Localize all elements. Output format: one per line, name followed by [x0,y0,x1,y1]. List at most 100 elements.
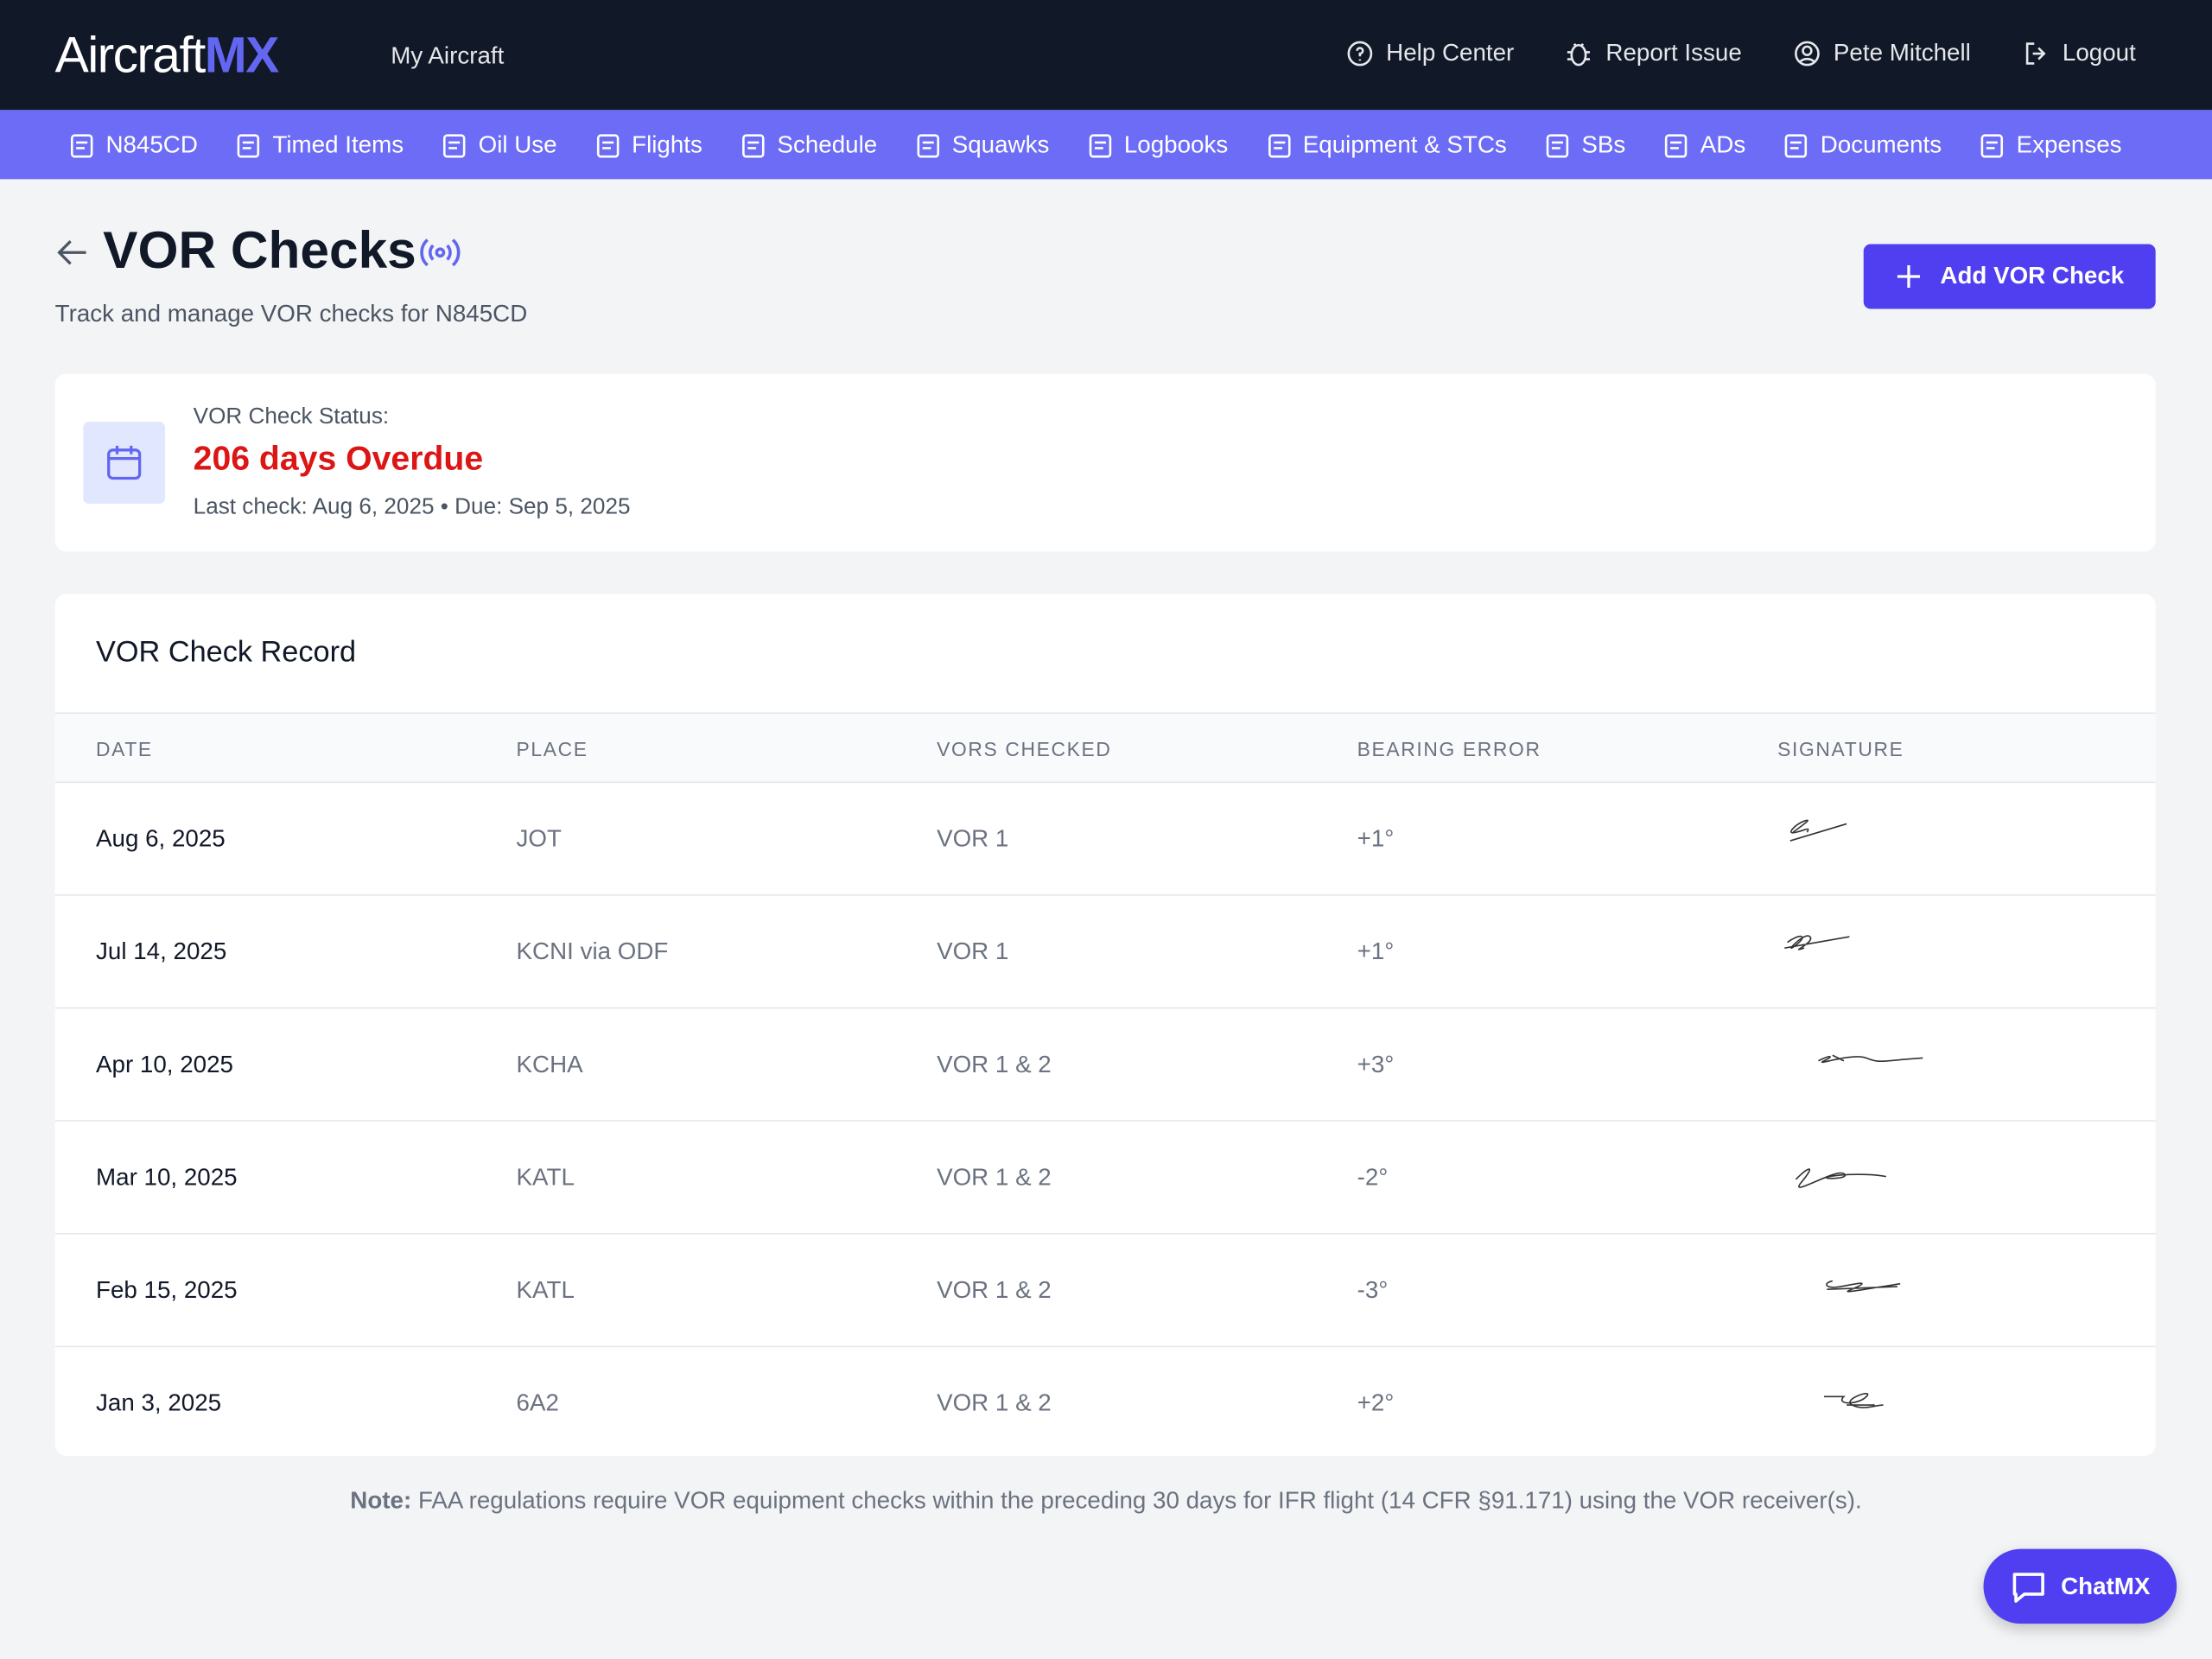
column-header: PLACE [516,737,588,760]
column-header: BEARING ERROR [1357,737,1541,760]
radio-icon [420,238,461,267]
tab[interactable]: ADs [1662,130,1746,159]
table-cell: KCNI via ODF [516,938,669,965]
note-label: Note: [350,1486,412,1514]
tab-label: Schedule [777,130,878,158]
table-cell: VOR 1 & 2 [937,1163,1052,1191]
tab[interactable]: Logbooks [1086,130,1228,159]
tab[interactable]: Timed Items [234,130,404,159]
table-cell: VOR 1 & 2 [937,1276,1052,1304]
tab-icon [1665,133,1688,157]
tab-icon [1785,133,1808,157]
action-icon [1567,43,1591,67]
tab[interactable]: Expenses [1979,130,2122,159]
back-arrow[interactable] [55,237,89,268]
tab[interactable]: Flights [594,130,702,159]
tab[interactable]: Schedule [739,130,877,159]
chat-label: ChatMX [2061,1572,2151,1599]
table-cell: Apr 10, 2025 [96,1051,233,1078]
table-cell: VOR 1 & 2 [937,1389,1052,1417]
tab-label: SBs [1581,130,1626,158]
tab-icon [237,133,260,157]
header-action-label: Logout [2062,39,2136,67]
tab[interactable]: Oil Use [441,130,557,159]
table-row: Jan 3, 2025 6A2 VOR 1 & 2 +2° [55,1347,2156,1456]
tab[interactable]: Equipment & STCs [1265,130,1507,159]
status-value: 206 days Overdue [193,440,484,479]
plus-icon [1897,264,1921,289]
table-cell: -2° [1357,1163,1389,1191]
tab-label: Timed Items [272,130,404,158]
action-icon [2025,42,2046,65]
column-header: VORS CHECKED [937,737,1112,760]
header-action-label: Pete Mitchell [1833,39,1971,67]
tab[interactable]: Documents [1783,130,1942,159]
table-cell: VOR 1 [937,825,1009,853]
calendar-icon [107,445,142,480]
table-row: Aug 6, 2025 JOT VOR 1 +1° [54,783,2156,896]
chat-button[interactable]: ChatMX [1983,1548,2177,1624]
header-action[interactable]: Help Center [1345,40,1514,68]
table-header: DATE PLACE VORS CHECKED BEARING ERROR SIGNAT… [54,712,2156,784]
table-cell: KATL [516,1276,575,1304]
signature-image [1789,819,1847,842]
add-button-label: Add VOR Check [1940,262,2125,289]
status-card: VOR Check Status: 206 days Overdue Last … [54,373,2156,552]
table-cell: +3° [1357,1051,1395,1078]
table-cell: VOR 1 [937,938,1009,965]
tab-icon [443,133,466,157]
signature [1777,1369,1974,1438]
table-row: Mar 10, 2025 KATL VOR 1 & 2 -2° [54,1122,2156,1235]
table-cell: Aug 6, 2025 [96,825,226,853]
tab-bar: N845CD Timed Items Oil Use Flights Schedule S… [0,110,2212,180]
tab-label: Expenses [2016,130,2122,158]
tab[interactable]: SBs [1543,130,1625,159]
table-cell: Jul 14, 2025 [96,938,227,965]
tab[interactable]: N845CD [67,130,198,159]
table-row: Jul 14, 2025 KCNI via ODF VOR 1 +1° [54,896,2156,1009]
table-cell: KATL [516,1163,575,1191]
column-header: DATE [96,737,153,760]
add-button[interactable]: Add VOR Check [1863,244,2156,309]
table-cell: +1° [1357,938,1395,965]
action-icon [1346,41,1372,67]
chat-icon [2012,1572,2044,1603]
signature-image [1818,1054,1923,1064]
header-action[interactable]: Pete Mitchell [1793,40,1971,68]
table-cell: +1° [1357,825,1395,853]
calendar-icon-box [83,422,166,504]
logo-main: Aircraft [54,25,207,84]
note-text: FAA regulations require VOR equipment ch… [417,1486,1862,1514]
table-cell: VOR 1 & 2 [937,1051,1052,1078]
top-bar: AircraftMX My Aircraft Help Center Report… [0,0,2212,111]
signature [1777,1142,1974,1211]
status-detail: Last check: Aug 6, 2025 • Due: Sep 5, 20… [193,495,631,519]
tab-icon [1981,133,2004,157]
table-row: Feb 15, 2025 KATL VOR 1 & 2 -3° [54,1235,2156,1348]
tab-icon [1546,133,1569,157]
header-action[interactable]: Report Issue [1565,40,1742,68]
table-cell: JOT [516,825,562,853]
signature [1777,1255,1974,1325]
table-cell: KCHA [516,1051,583,1078]
table-cell: +2° [1357,1389,1395,1417]
nav-link[interactable]: My Aircraft [391,41,505,69]
tab[interactable]: Squawks [914,130,1050,159]
signature [1777,917,1974,986]
tab-label: Squawks [951,130,1050,158]
logo[interactable]: AircraftMX [54,25,280,85]
signature [1777,1030,1974,1099]
record-table: VOR Check Record DATE PLACE VORS CHECKED BE… [54,594,2156,1456]
header-action[interactable]: Logout [2022,40,2136,68]
signature-image [1784,935,1850,950]
header-actions: Help Center Report Issue Pete Mitchell Logo… [1345,40,2136,68]
status-label: VOR Check Status: [193,404,390,429]
tab-label: ADs [1700,130,1746,158]
header-action-label: Help Center [1386,39,1515,67]
signature-image [1795,1168,1887,1188]
tab-icon [1089,133,1111,157]
signature [1777,804,1974,874]
table-cell: 6A2 [516,1389,559,1417]
action-icon [1794,41,1820,67]
